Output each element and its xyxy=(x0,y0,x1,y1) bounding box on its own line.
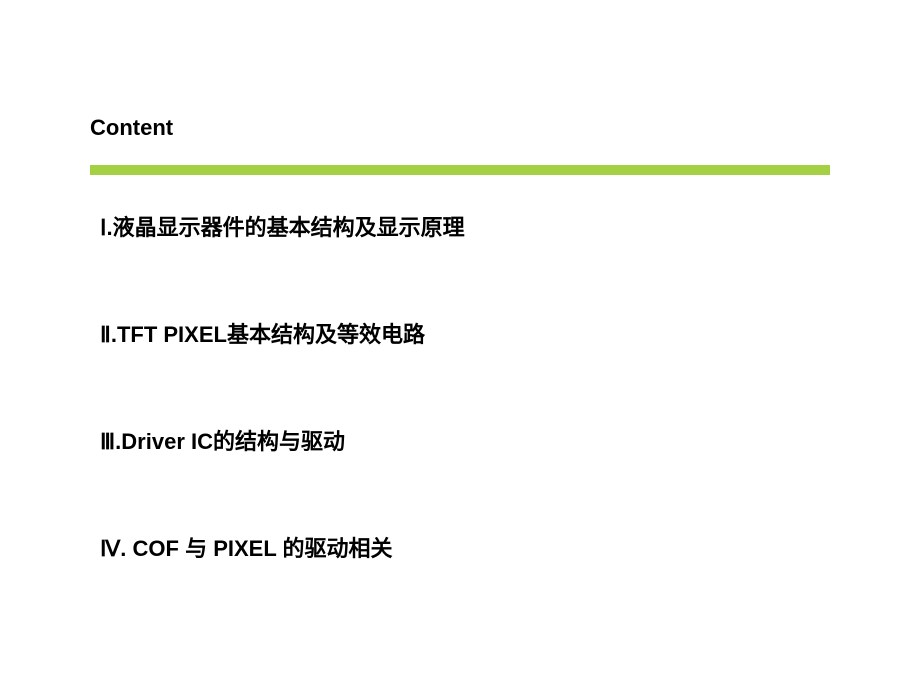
item-text: 液晶显示器件的基本结构及显示原理 xyxy=(113,215,465,240)
item-text: COF 与 PIXEL 的驱动相关 xyxy=(126,536,392,561)
content-item-4: Ⅳ. COF 与 PIXEL 的驱动相关 xyxy=(100,531,800,563)
item-text: TFT PIXEL基本结构及等效电路 xyxy=(117,322,425,347)
item-numeral: Ⅰ. xyxy=(100,215,113,240)
content-item-2: Ⅱ.TFT PIXEL基本结构及等效电路 xyxy=(100,317,800,349)
content-item-3: Ⅲ.Driver IC的结构与驱动 xyxy=(100,424,800,456)
title-divider-bar xyxy=(90,165,830,175)
item-numeral: Ⅱ. xyxy=(100,322,117,347)
content-item-1: Ⅰ.液晶显示器件的基本结构及显示原理 xyxy=(100,210,800,242)
page-title: Content xyxy=(90,115,173,141)
item-numeral: Ⅳ. xyxy=(100,536,126,561)
content-list: Ⅰ.液晶显示器件的基本结构及显示原理 Ⅱ.TFT PIXEL基本结构及等效电路 … xyxy=(100,210,800,638)
item-numeral: Ⅲ. xyxy=(100,429,121,454)
item-text: Driver IC的结构与驱动 xyxy=(121,429,345,454)
